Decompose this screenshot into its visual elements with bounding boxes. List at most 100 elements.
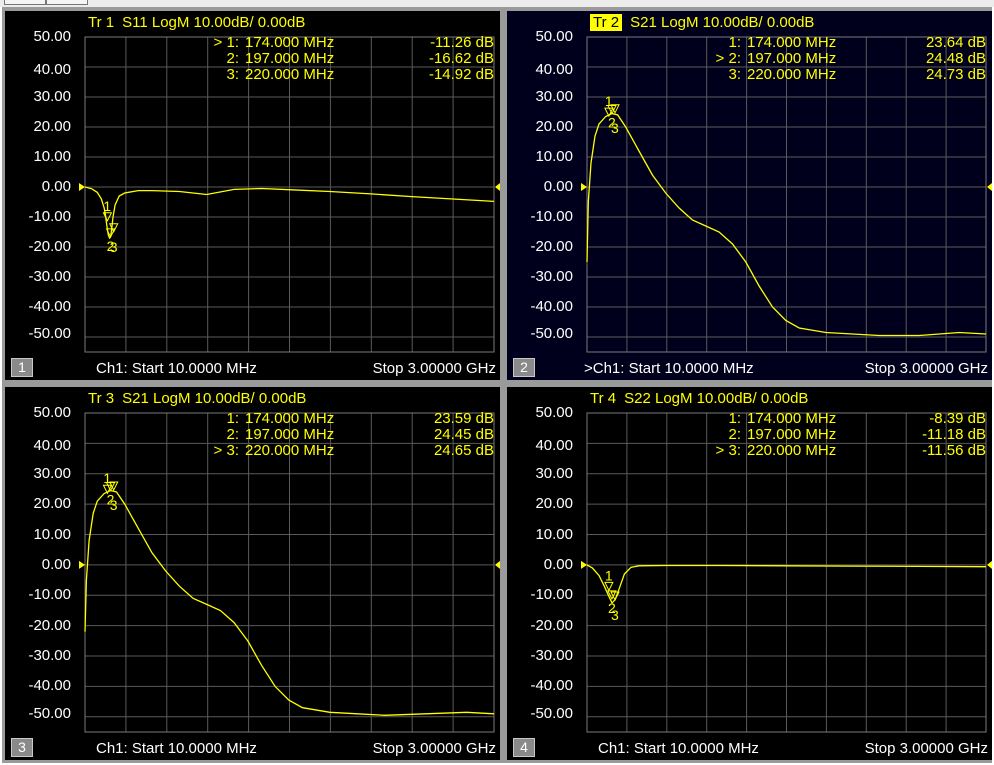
marker-value: 24.73 dB <box>925 66 986 83</box>
reference-level-marker <box>79 560 85 569</box>
marker-frequency: 197.000 MHz <box>747 50 837 67</box>
top-tab[interactable] <box>4 0 46 5</box>
y-tick-label: 0.00 <box>41 555 71 573</box>
y-tick-label: -30.00 <box>28 268 71 285</box>
trace-header: Tr 3 S21 LogM 10.00dB/ 0.00dB <box>88 391 306 407</box>
marker-3-label: 3 <box>110 239 118 255</box>
y-tick-label: 50.00 <box>535 404 573 421</box>
reference-level-marker <box>987 560 992 569</box>
marker-3-label: 3 <box>611 120 619 136</box>
y-tick-label: 10.00 <box>535 525 573 543</box>
trace-id[interactable]: Tr 1 <box>88 14 115 31</box>
marker-2-label: 2 <box>107 492 115 508</box>
reference-level-marker <box>495 560 500 569</box>
marker-2-label: 2 <box>107 238 115 254</box>
y-tick-label: -30.00 <box>530 268 573 285</box>
marker-value: 24.45 dB <box>433 426 494 443</box>
y-tick-label: -10.00 <box>530 208 573 225</box>
trace-id[interactable]: Tr 4 <box>590 390 617 407</box>
y-tick-label: -20.00 <box>530 616 573 634</box>
y-tick-label: -10.00 <box>28 586 71 604</box>
trace-plot: 1 23 <box>79 412 500 733</box>
window-number[interactable]: 2 <box>513 358 535 377</box>
trace-window-3[interactable]: 1 2 3 50.00 40.00 30.00 20.00 10.00 0.00 -10.00 -2… <box>5 387 500 760</box>
trace-header: Tr 2 S21 LogM 10.00dB/ 0.00dB <box>590 14 814 31</box>
window-number[interactable]: 1 <box>11 358 33 377</box>
marker-3-symbol <box>610 591 620 602</box>
trace-plot: 1 23 <box>79 36 500 353</box>
trace-window-1[interactable]: 1 2 3 50.00 40.00 30.00 20.00 10.00 0.00 -10.00 -2… <box>5 11 500 380</box>
reference-level-marker <box>581 560 587 569</box>
window-top-strip <box>0 0 994 7</box>
marker-readout-id: > 3: <box>657 443 741 459</box>
marker-1-symbol <box>604 581 614 592</box>
y-tick-label: -20.00 <box>28 616 71 634</box>
marker-value: -11.18 dB <box>922 426 986 443</box>
sweep-stop: Stop 3.00000 GHz <box>864 360 988 377</box>
y-tick-label: 40.00 <box>33 61 71 78</box>
plot-border <box>586 412 987 733</box>
top-tab[interactable] <box>46 0 88 5</box>
plot-border <box>586 36 987 353</box>
reference-level-marker <box>581 183 587 191</box>
marker-value: -8.39 dB <box>929 410 986 427</box>
plot-border <box>84 36 495 353</box>
y-tick-label: 40.00 <box>33 437 71 455</box>
marker-readout-id: 3: <box>657 67 741 83</box>
trace-plot: 1 23 <box>581 36 992 353</box>
y-tick-label: 30.00 <box>535 88 573 105</box>
y-tick-label: 0.00 <box>543 178 573 195</box>
reference-level-marker <box>495 183 500 191</box>
y-tick-label: -40.00 <box>28 298 71 315</box>
window-number[interactable]: 3 <box>11 738 33 757</box>
trace-plot: 1 23 <box>581 412 992 733</box>
sweep-start: Ch1: Start 10.0000 MHz <box>96 360 257 377</box>
active-marker-indicator: > <box>213 34 227 51</box>
y-tick-label: -10.00 <box>28 208 71 225</box>
y-tick-label: 30.00 <box>33 464 71 482</box>
trace-line-s11 <box>84 186 495 240</box>
marker-3-label: 3 <box>611 607 619 623</box>
marker-value: -14.92 dB <box>428 66 494 83</box>
y-tick-label: -50.00 <box>28 704 71 722</box>
marker-number: 1: <box>728 410 741 427</box>
trace-line-s22 <box>586 564 987 605</box>
trace-id[interactable]: Tr 3 <box>88 390 115 407</box>
y-tick-label: -10.00 <box>530 586 573 604</box>
y-tick-label: 50.00 <box>33 28 71 45</box>
y-tick-label: 30.00 <box>33 88 71 105</box>
marker-readout-id: 1: <box>155 411 239 427</box>
marker-frequency: 197.000 MHz <box>747 426 837 443</box>
marker-readout-id: > 2: <box>657 51 741 67</box>
y-tick-label: 40.00 <box>535 61 573 78</box>
trace-id[interactable]: Tr 2 <box>590 14 623 31</box>
trace-header: Tr 1 S11 LogM 10.00dB/ 0.00dB <box>88 15 305 31</box>
trace-format: S21 LogM 10.00dB/ 0.00dB <box>122 390 307 407</box>
trace-window-4[interactable]: 1 2 3 50.00 40.00 30.00 20.00 10.00 0.00 -10.00 -2… <box>507 387 992 760</box>
y-tick-label: 10.00 <box>33 148 71 165</box>
marker-readout-id: 1: <box>657 35 741 51</box>
y-tick-label: 10.00 <box>33 525 71 543</box>
marker-1-label: 1 <box>103 470 111 486</box>
y-tick-label: -20.00 <box>530 238 573 255</box>
y-tick-label: 0.00 <box>543 555 573 573</box>
marker-1-label: 1 <box>605 93 613 109</box>
sweep-start: >Ch1: Start 10.0000 MHz <box>584 360 754 377</box>
trace-window-2[interactable]: 1 2 3 50.00 40.00 30.00 20.00 10.00 0.00 -10.00 -2… <box>507 11 992 380</box>
y-tick-label: 50.00 <box>33 404 71 421</box>
trace-format: S22 LogM 10.00dB/ 0.00dB <box>624 390 809 407</box>
marker-readout-id: 1: <box>657 411 741 427</box>
marker-1-label: 1 <box>103 198 111 214</box>
marker-3-symbol <box>610 104 620 114</box>
marker-number: 3: <box>728 66 741 83</box>
marker-2-label: 2 <box>608 600 616 616</box>
marker-number: 3: <box>226 442 239 459</box>
window-number[interactable]: 4 <box>513 738 535 757</box>
y-tick-label: -40.00 <box>530 298 573 315</box>
marker-3-label: 3 <box>110 497 118 513</box>
marker-frequency: 220.000 MHz <box>747 66 837 83</box>
marker-number: 2: <box>728 426 741 443</box>
y-tick-label: -30.00 <box>28 647 71 665</box>
marker-3-symbol <box>108 481 119 492</box>
marker-frequency: 174.000 MHz <box>245 410 335 427</box>
